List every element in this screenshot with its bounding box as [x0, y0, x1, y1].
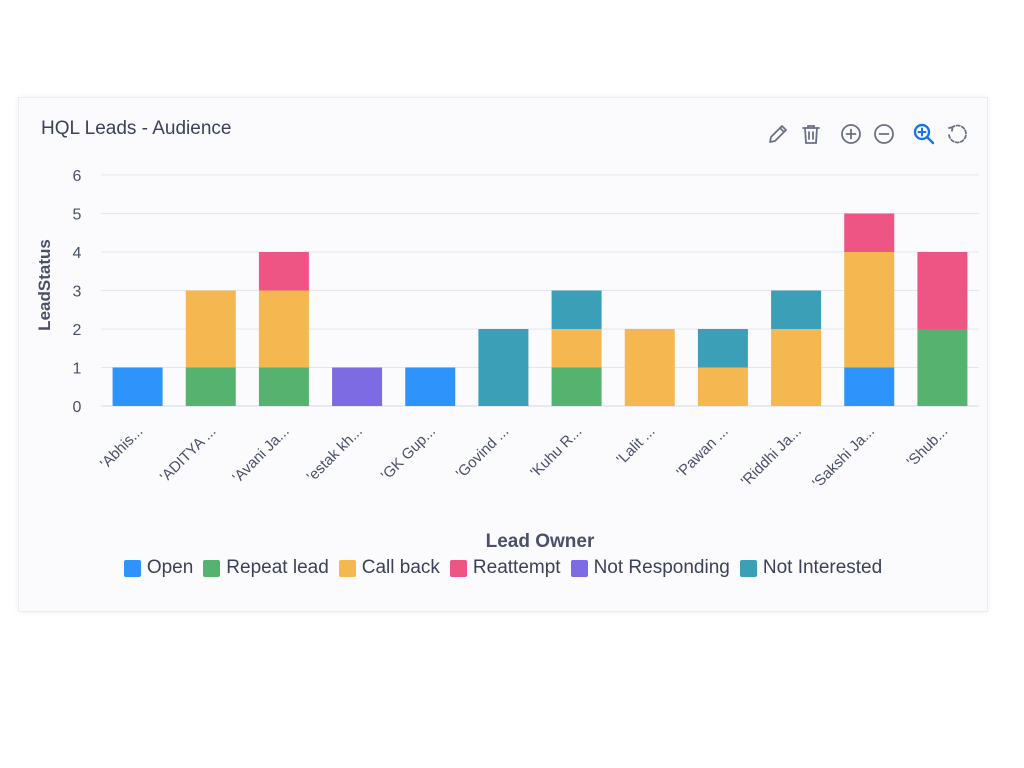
x-tick-label: 'Govind ... [453, 423, 512, 482]
bar-segment[interactable] [624, 329, 675, 406]
y-tick-label: 0 [73, 399, 82, 416]
legend-label: Call back [361, 557, 440, 578]
bar-segment[interactable] [258, 290, 309, 368]
bar-segment[interactable] [771, 329, 822, 406]
bar-segment[interactable] [551, 367, 602, 407]
reset-zoom-button[interactable] [943, 120, 971, 148]
legend-label: Not Responding [593, 557, 730, 578]
zoom-out-icon [874, 124, 894, 144]
bar-chart: 0 1 2 3 4 5 6 'Abhis... 'ADITYA ... 'Avani Ja...… [35, 168, 979, 548]
x-tick-label: 'estak kh... [304, 423, 366, 485]
x-tick-label: 'GK Gup... [378, 423, 439, 484]
bar-segment[interactable] [844, 213, 895, 253]
y-tick-label: 2 [73, 322, 82, 339]
x-tick-label: 'Sakshi Ja... [809, 423, 878, 492]
chart-card: HQL Leads - Audience [18, 97, 988, 612]
legend-label: Reattempt [472, 557, 561, 578]
magnifier-icon [913, 123, 935, 145]
y-tick-label: 3 [73, 284, 82, 301]
bar-segment[interactable] [112, 367, 163, 407]
chart-legend: Open Repeat lead Call back Reattempt Not Res… [19, 557, 987, 579]
chart-title: HQL Leads - Audience [41, 118, 232, 139]
y-tick-label: 5 [73, 207, 82, 224]
x-tick-label: 'Lalit ... [613, 423, 658, 468]
bar-segment[interactable] [185, 290, 236, 368]
legend-label: Not Interested [762, 557, 883, 578]
bar-segment[interactable] [258, 252, 309, 291]
x-tick-label: 'Kuhu R... [527, 423, 585, 481]
chart-toolbar [759, 120, 971, 148]
x-tick-label: 'Shub... [904, 423, 952, 471]
legend-swatch [739, 559, 757, 577]
delete-button[interactable] [797, 120, 825, 148]
bar-segment[interactable] [771, 290, 822, 330]
bar-segment[interactable] [844, 367, 895, 407]
bar-segment[interactable] [185, 367, 236, 407]
x-axis-label: Lead Owner [486, 531, 595, 548]
y-tick-label: 4 [73, 245, 82, 262]
legend-item[interactable]: Call back [338, 557, 440, 579]
zoom-in-button[interactable] [837, 120, 865, 148]
y-tick-label: 1 [73, 361, 82, 378]
bar-segment[interactable] [478, 329, 529, 406]
x-tick-label: 'Riddhi Ja... [738, 423, 805, 490]
bar-segment[interactable] [332, 367, 383, 407]
x-tick-label: 'Avani Ja... [229, 423, 292, 486]
reset-icon [948, 124, 967, 144]
bar-segment[interactable] [405, 367, 456, 407]
bar-segment[interactable] [551, 329, 602, 368]
trash-icon [802, 125, 820, 144]
legend-swatch [203, 559, 221, 577]
pencil-icon [769, 125, 787, 143]
zoom-out-button[interactable] [870, 120, 898, 148]
selection-zoom-button[interactable] [910, 120, 938, 148]
legend-item[interactable]: Reattempt [449, 557, 561, 579]
bar-segment[interactable] [258, 367, 309, 407]
edit-button[interactable] [764, 120, 792, 148]
legend-item[interactable]: Open [123, 557, 194, 579]
legend-swatch [570, 559, 588, 577]
bar-segment[interactable] [697, 329, 748, 368]
y-axis-label: LeadStatus [35, 239, 54, 331]
zoom-in-icon [841, 124, 861, 144]
y-tick-label: 6 [73, 168, 82, 185]
bar-segment[interactable] [551, 290, 602, 330]
x-tick-label: 'Pawan ... [673, 423, 731, 481]
bar-segment[interactable] [697, 367, 748, 407]
legend-item[interactable]: Not Interested [739, 557, 883, 579]
legend-item[interactable]: Repeat lead [203, 557, 329, 579]
legend-swatch [338, 559, 356, 577]
legend-swatch [449, 559, 467, 577]
legend-swatch [123, 559, 141, 577]
legend-item[interactable]: Not Responding [570, 557, 730, 579]
x-tick-label: 'ADITYA ... [157, 423, 220, 486]
legend-label: Open [146, 557, 194, 578]
bar-segment[interactable] [917, 252, 968, 329]
bar-segment[interactable] [844, 252, 895, 368]
legend-label: Repeat lead [226, 557, 329, 578]
x-tick-label: 'Abhis... [97, 423, 146, 472]
bar-segment[interactable] [917, 329, 968, 406]
